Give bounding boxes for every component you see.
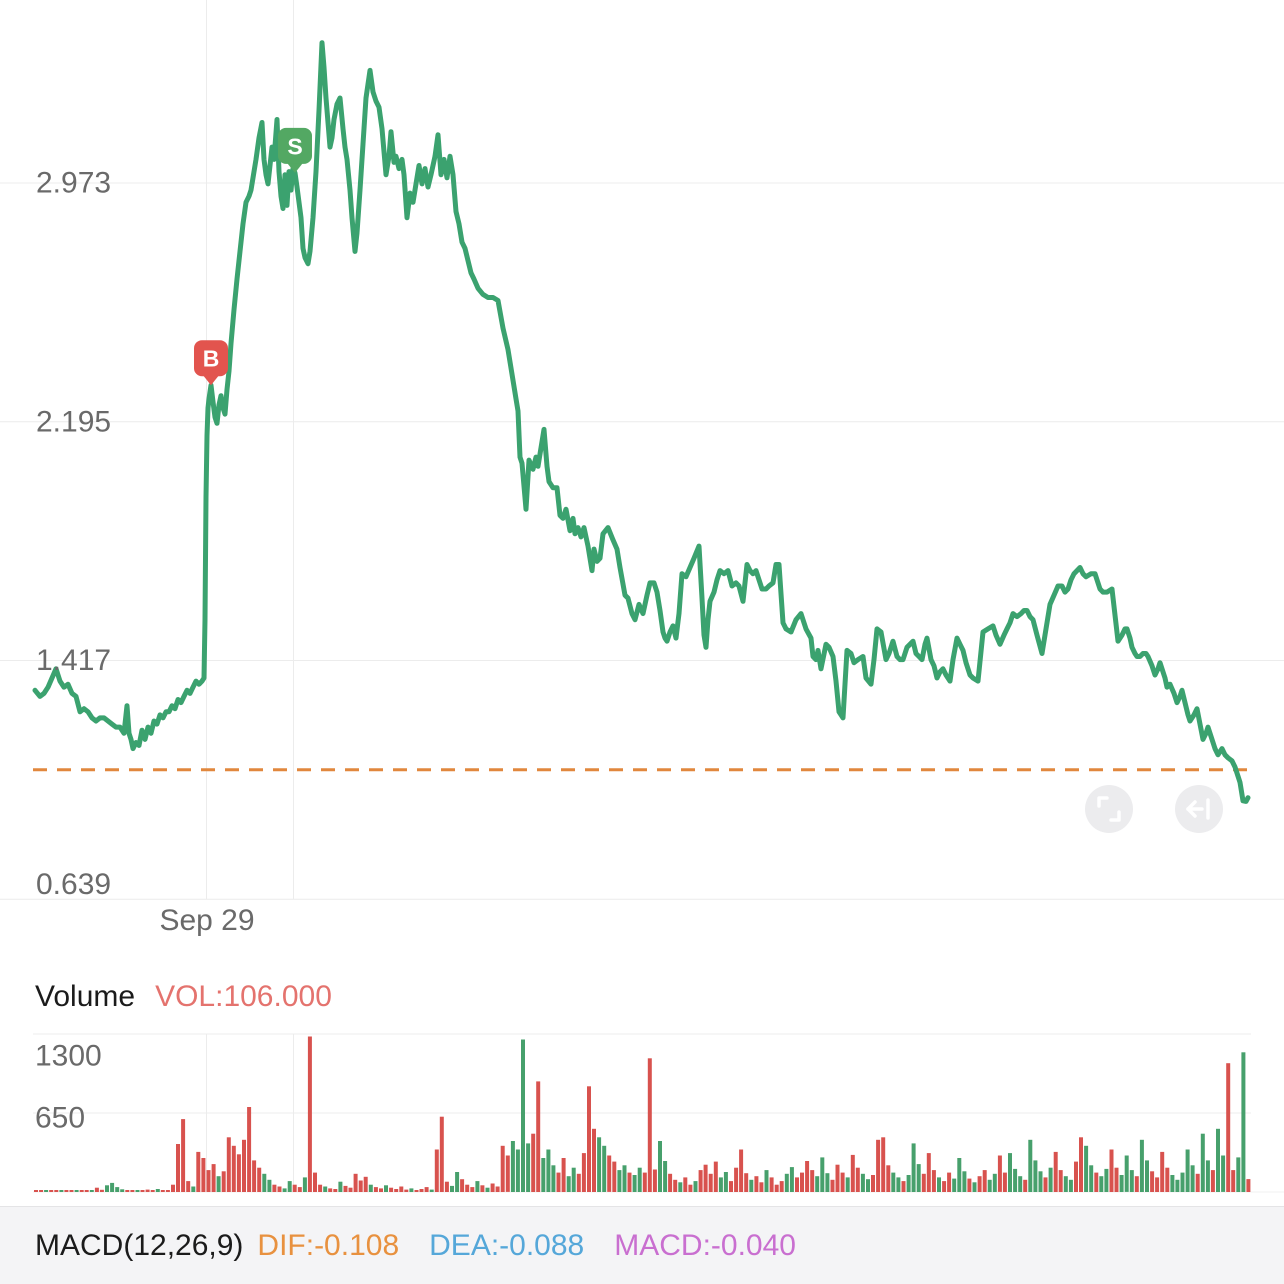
svg-text:0.639: 0.639 xyxy=(36,868,111,901)
svg-text:B: B xyxy=(203,346,220,372)
volume-bars xyxy=(34,1036,1251,1192)
volume-axis-labels: 1300 650 xyxy=(35,1040,102,1135)
macd-dif-value: DIF:-0.108 xyxy=(257,1228,400,1262)
fullscreen-button[interactable] xyxy=(1085,785,1133,833)
volume-header: Volume VOL:106.000 xyxy=(35,980,332,1014)
volume-current-value: VOL:106.000 xyxy=(155,980,332,1013)
volume-pane-title: Volume xyxy=(35,980,136,1013)
jump-to-latest-button[interactable] xyxy=(1175,785,1223,833)
macd-dea-value: DEA:-0.088 xyxy=(429,1228,585,1262)
sell-marker[interactable]: S xyxy=(278,127,312,173)
svg-text:1300: 1300 xyxy=(35,1040,102,1073)
svg-text:S: S xyxy=(287,133,302,159)
macd-macd-value: MACD:-0.040 xyxy=(614,1228,796,1262)
svg-text:1.417: 1.417 xyxy=(36,644,111,677)
svg-text:650: 650 xyxy=(35,1102,85,1135)
x-axis-date-label: Sep 29 xyxy=(159,904,255,937)
macd-indicator-bar[interactable]: MACD(12,26,9) DIF:-0.108 DEA:-0.088 MACD… xyxy=(0,1206,1284,1284)
svg-text:2.195: 2.195 xyxy=(36,405,111,438)
price-line xyxy=(32,40,1251,804)
buy-marker[interactable]: B xyxy=(194,340,228,386)
fullscreen-icon xyxy=(1097,796,1121,822)
macd-title: MACD(12,26,9) xyxy=(35,1228,244,1262)
price-axis-labels: 2.973 2.195 1.417 0.639 xyxy=(36,167,111,901)
arrow-left-to-bar-icon xyxy=(1186,798,1210,820)
svg-text:2.973: 2.973 xyxy=(36,167,111,200)
